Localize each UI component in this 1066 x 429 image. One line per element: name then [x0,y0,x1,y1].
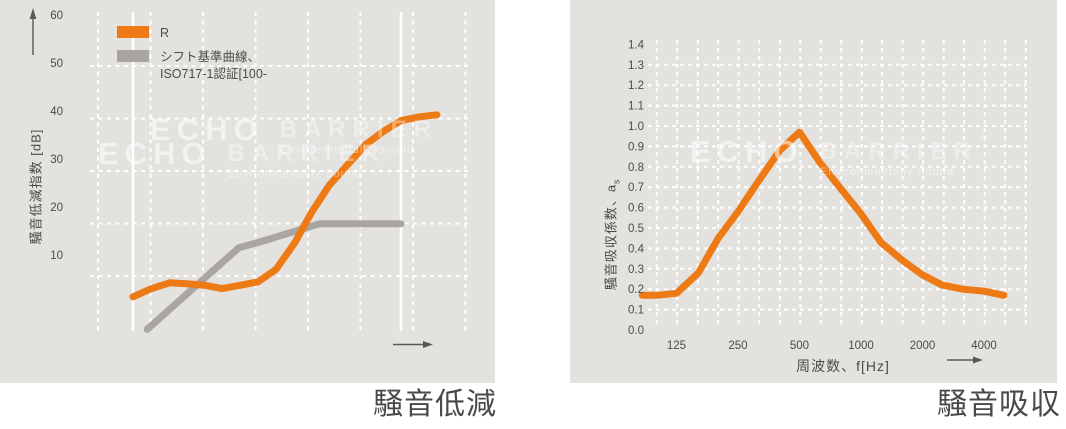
noise-reduction-chart: 60 50 40 30 20 10 [29,8,468,348]
y-tick-label: 0.1 [628,305,644,317]
y-tick-label: 0.7 [628,182,644,194]
legend-label: シフト基準曲線、 ISO717-1認証[100- [160,50,267,81]
absorption-curve [638,128,1008,299]
up-arrow-head-icon [29,8,37,19]
y-tick-label: 0.2 [628,284,644,296]
right-chart-caption: 騒音吸収 [937,388,1061,421]
x-tick-label: 250 [728,340,747,352]
noise-reduction-chart-panel: 60 50 40 30 20 10 ECHO BARRIER ® Environmenta… [0,0,495,383]
y-tick-label: 1.0 [628,121,644,133]
y-tick-label: 40 [50,106,63,118]
y-tick-label: 0.5 [628,223,644,235]
y-tick-label: 20 [50,202,63,214]
legend-item-reference-curve: シフト基準曲線、 ISO717-1認証[100- [117,49,267,83]
y-tick-label: 1.2 [628,80,644,92]
x-tick-label: 1000 [848,340,874,352]
y-tick-label: 0.6 [628,203,644,215]
noise-absorption-chart: 1.4 1.3 1.2 1.1 1.0 0.9 0.8 0.7 0.6 0.5 0.4 0.3 0.2 0… [628,39,1027,364]
x-tick-label: 125 [667,340,686,352]
y-tick-label: 0.0 [628,325,644,337]
y-tick-label: 10 [50,250,63,262]
legend-item-r: R [117,25,267,42]
y-tick-label: 1.3 [628,60,644,72]
reference-curve [143,220,405,333]
reference-series-swatch [117,50,149,62]
r-curve [129,111,441,301]
y-tick-label: 60 [50,10,63,22]
y-tick-label: 1.1 [628,101,644,113]
r-series-swatch [117,26,149,38]
x-axis-title: 周波数、f[Hz] [796,358,890,374]
right-arrow-head-icon [973,356,983,364]
y-tick-label: 50 [50,58,63,70]
x-tick-label: 2000 [910,340,936,352]
y-tick-label: 0.9 [628,141,644,153]
x-tick-label: 4000 [971,340,997,352]
y-tick-label: 1.4 [628,39,645,51]
y-tick-label: 0.8 [628,162,644,174]
y-axis-title: 騒音低減指数 [dB] [28,128,44,245]
legend-label: R [160,26,170,40]
y-tick-label: 30 [50,154,63,166]
y-tick-label: 0.4 [628,243,645,255]
y-axis-title: 騒音吸収係数、as [603,178,622,291]
legend: R シフト基準曲線、 ISO717-1認証[100- [117,25,267,90]
x-tick-label: 500 [790,340,809,352]
y-tick-label: 0.3 [628,264,644,276]
noise-absorption-chart-panel: 1.4 1.3 1.2 1.1 1.0 0.9 0.8 0.7 0.6 0.5 0.4 0.3 0.2 0… [570,0,1057,383]
right-arrow-head-icon [423,341,433,348]
left-chart-caption: 騒音低減 [373,388,497,421]
